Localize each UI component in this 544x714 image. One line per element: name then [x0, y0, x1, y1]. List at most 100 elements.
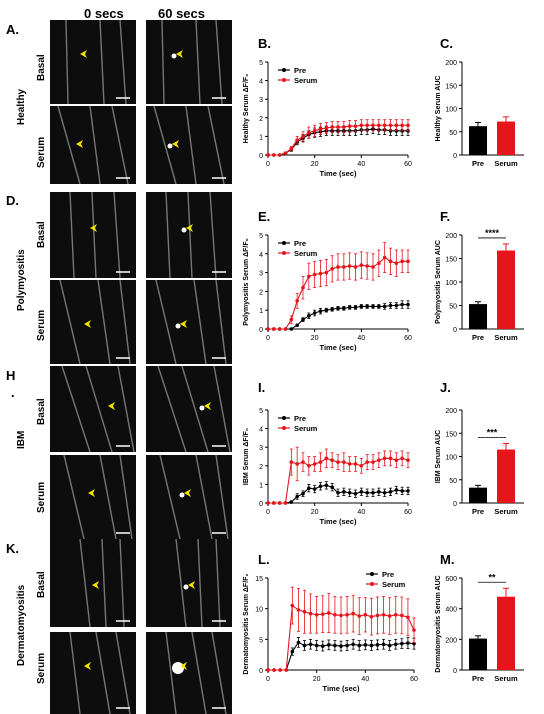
yellow-arrowhead-icon: [180, 662, 187, 670]
calcium-signal-spot: [171, 53, 177, 59]
yellow-arrowhead-icon: [84, 662, 91, 670]
panel-letter-m: M.: [440, 552, 455, 567]
data-point: [388, 303, 393, 308]
y-tick-label: 50: [449, 130, 457, 137]
legend-marker: [282, 241, 286, 245]
muscle-fiber-edge: [63, 455, 85, 539]
muscle-fiber-edge: [153, 106, 177, 184]
muscle-fiber-edge: [175, 539, 187, 627]
data-point: [295, 494, 299, 499]
y-tick-label: 150: [445, 83, 457, 90]
data-point: [333, 643, 337, 648]
data-point: [377, 458, 381, 463]
data-point: [369, 643, 374, 648]
y-tick-label: 5: [259, 60, 263, 67]
data-point: [318, 460, 323, 464]
data-point: [312, 311, 317, 315]
data-point: [330, 307, 334, 312]
muscle-fiber-edge: [79, 539, 91, 627]
data-point: [307, 464, 311, 468]
calcium-signal-spot: [179, 492, 185, 498]
y-tick-label: 4: [259, 252, 263, 259]
muscle-fiber-edge: [181, 366, 209, 452]
muscle-fiber-edge: [95, 632, 111, 714]
data-point: [382, 255, 387, 260]
data-point: [272, 501, 276, 505]
category-label: Serum: [494, 159, 518, 168]
data-point: [345, 643, 349, 648]
data-point: [314, 643, 319, 648]
data-point: [359, 490, 364, 494]
data-point: [382, 304, 387, 309]
y-tick-label: 4: [259, 427, 263, 434]
data-point: [290, 603, 295, 608]
data-point: [393, 642, 398, 647]
bar-serum: [497, 121, 515, 155]
yellow-arrowhead-icon: [108, 402, 115, 410]
muscle-fiber-edge: [69, 192, 75, 278]
data-point: [353, 305, 358, 310]
muscle-fiber-edge: [97, 280, 111, 364]
microscopy-image: [146, 366, 232, 452]
data-point: [301, 285, 305, 290]
data-point: [347, 490, 352, 495]
y-tick-label: 0: [453, 501, 457, 508]
yellow-arrowhead-icon: [184, 489, 191, 497]
muscle-fiber-edge: [159, 455, 181, 539]
data-point: [283, 501, 288, 505]
muscle-fiber-edge: [99, 20, 105, 104]
data-point: [369, 614, 374, 619]
y-tick-label: 2: [259, 464, 263, 471]
data-point: [295, 138, 299, 142]
y-tick-label: 5: [259, 233, 263, 240]
y-tick-label: 5: [259, 637, 263, 644]
data-point: [318, 127, 323, 131]
muscle-fiber-edge: [119, 280, 131, 364]
muscle-fiber-edge: [195, 455, 213, 539]
muscle-fiber-edge: [207, 106, 225, 184]
data-point: [336, 490, 340, 495]
y-tick-label: 3: [259, 97, 263, 104]
muscle-fiber-edge: [113, 192, 121, 278]
y-tick-label: 400: [445, 607, 457, 614]
legend-label: Pre: [294, 66, 306, 75]
data-point: [307, 314, 311, 318]
y-tick-label: 0: [453, 327, 457, 334]
yellow-arrowhead-icon: [180, 320, 187, 328]
data-point: [330, 125, 334, 129]
legend-label: Pre: [382, 570, 394, 579]
muscle-fiber-edge: [215, 280, 227, 364]
data-point: [382, 123, 387, 128]
data-point: [307, 130, 311, 135]
data-point: [345, 613, 349, 617]
data-point: [289, 327, 294, 331]
y-tick-label: 3: [259, 271, 263, 278]
muscle-fiber-edge: [157, 366, 187, 452]
data-point: [388, 490, 393, 494]
panel-letter-h-dot: .: [11, 385, 15, 400]
calcium-signal-spot: [167, 143, 173, 149]
category-label: Serum: [494, 507, 518, 516]
y-tick-label: 100: [445, 280, 457, 287]
data-point: [330, 485, 334, 489]
yellow-arrowhead-icon: [80, 50, 87, 58]
data-point: [320, 644, 325, 648]
data-point: [406, 489, 410, 493]
data-point: [347, 462, 352, 466]
legend-marker: [282, 78, 286, 82]
data-point: [295, 462, 299, 466]
muscle-fiber-edge: [215, 455, 229, 539]
x-tick-label: 60: [404, 335, 412, 342]
muscle-fiber-edge: [119, 455, 133, 539]
data-point: [365, 264, 369, 268]
yellow-arrowhead-icon: [204, 402, 211, 410]
muscle-fiber-edge: [193, 280, 207, 364]
data-point: [353, 462, 358, 466]
y-tick-label: 1: [259, 308, 263, 315]
legend-label: Serum: [294, 76, 318, 85]
microscopy-image: [146, 632, 232, 714]
data-point: [400, 613, 404, 618]
muscle-fiber-edge: [191, 632, 207, 714]
data-point: [400, 302, 404, 307]
muscle-fiber-edge: [57, 106, 81, 184]
